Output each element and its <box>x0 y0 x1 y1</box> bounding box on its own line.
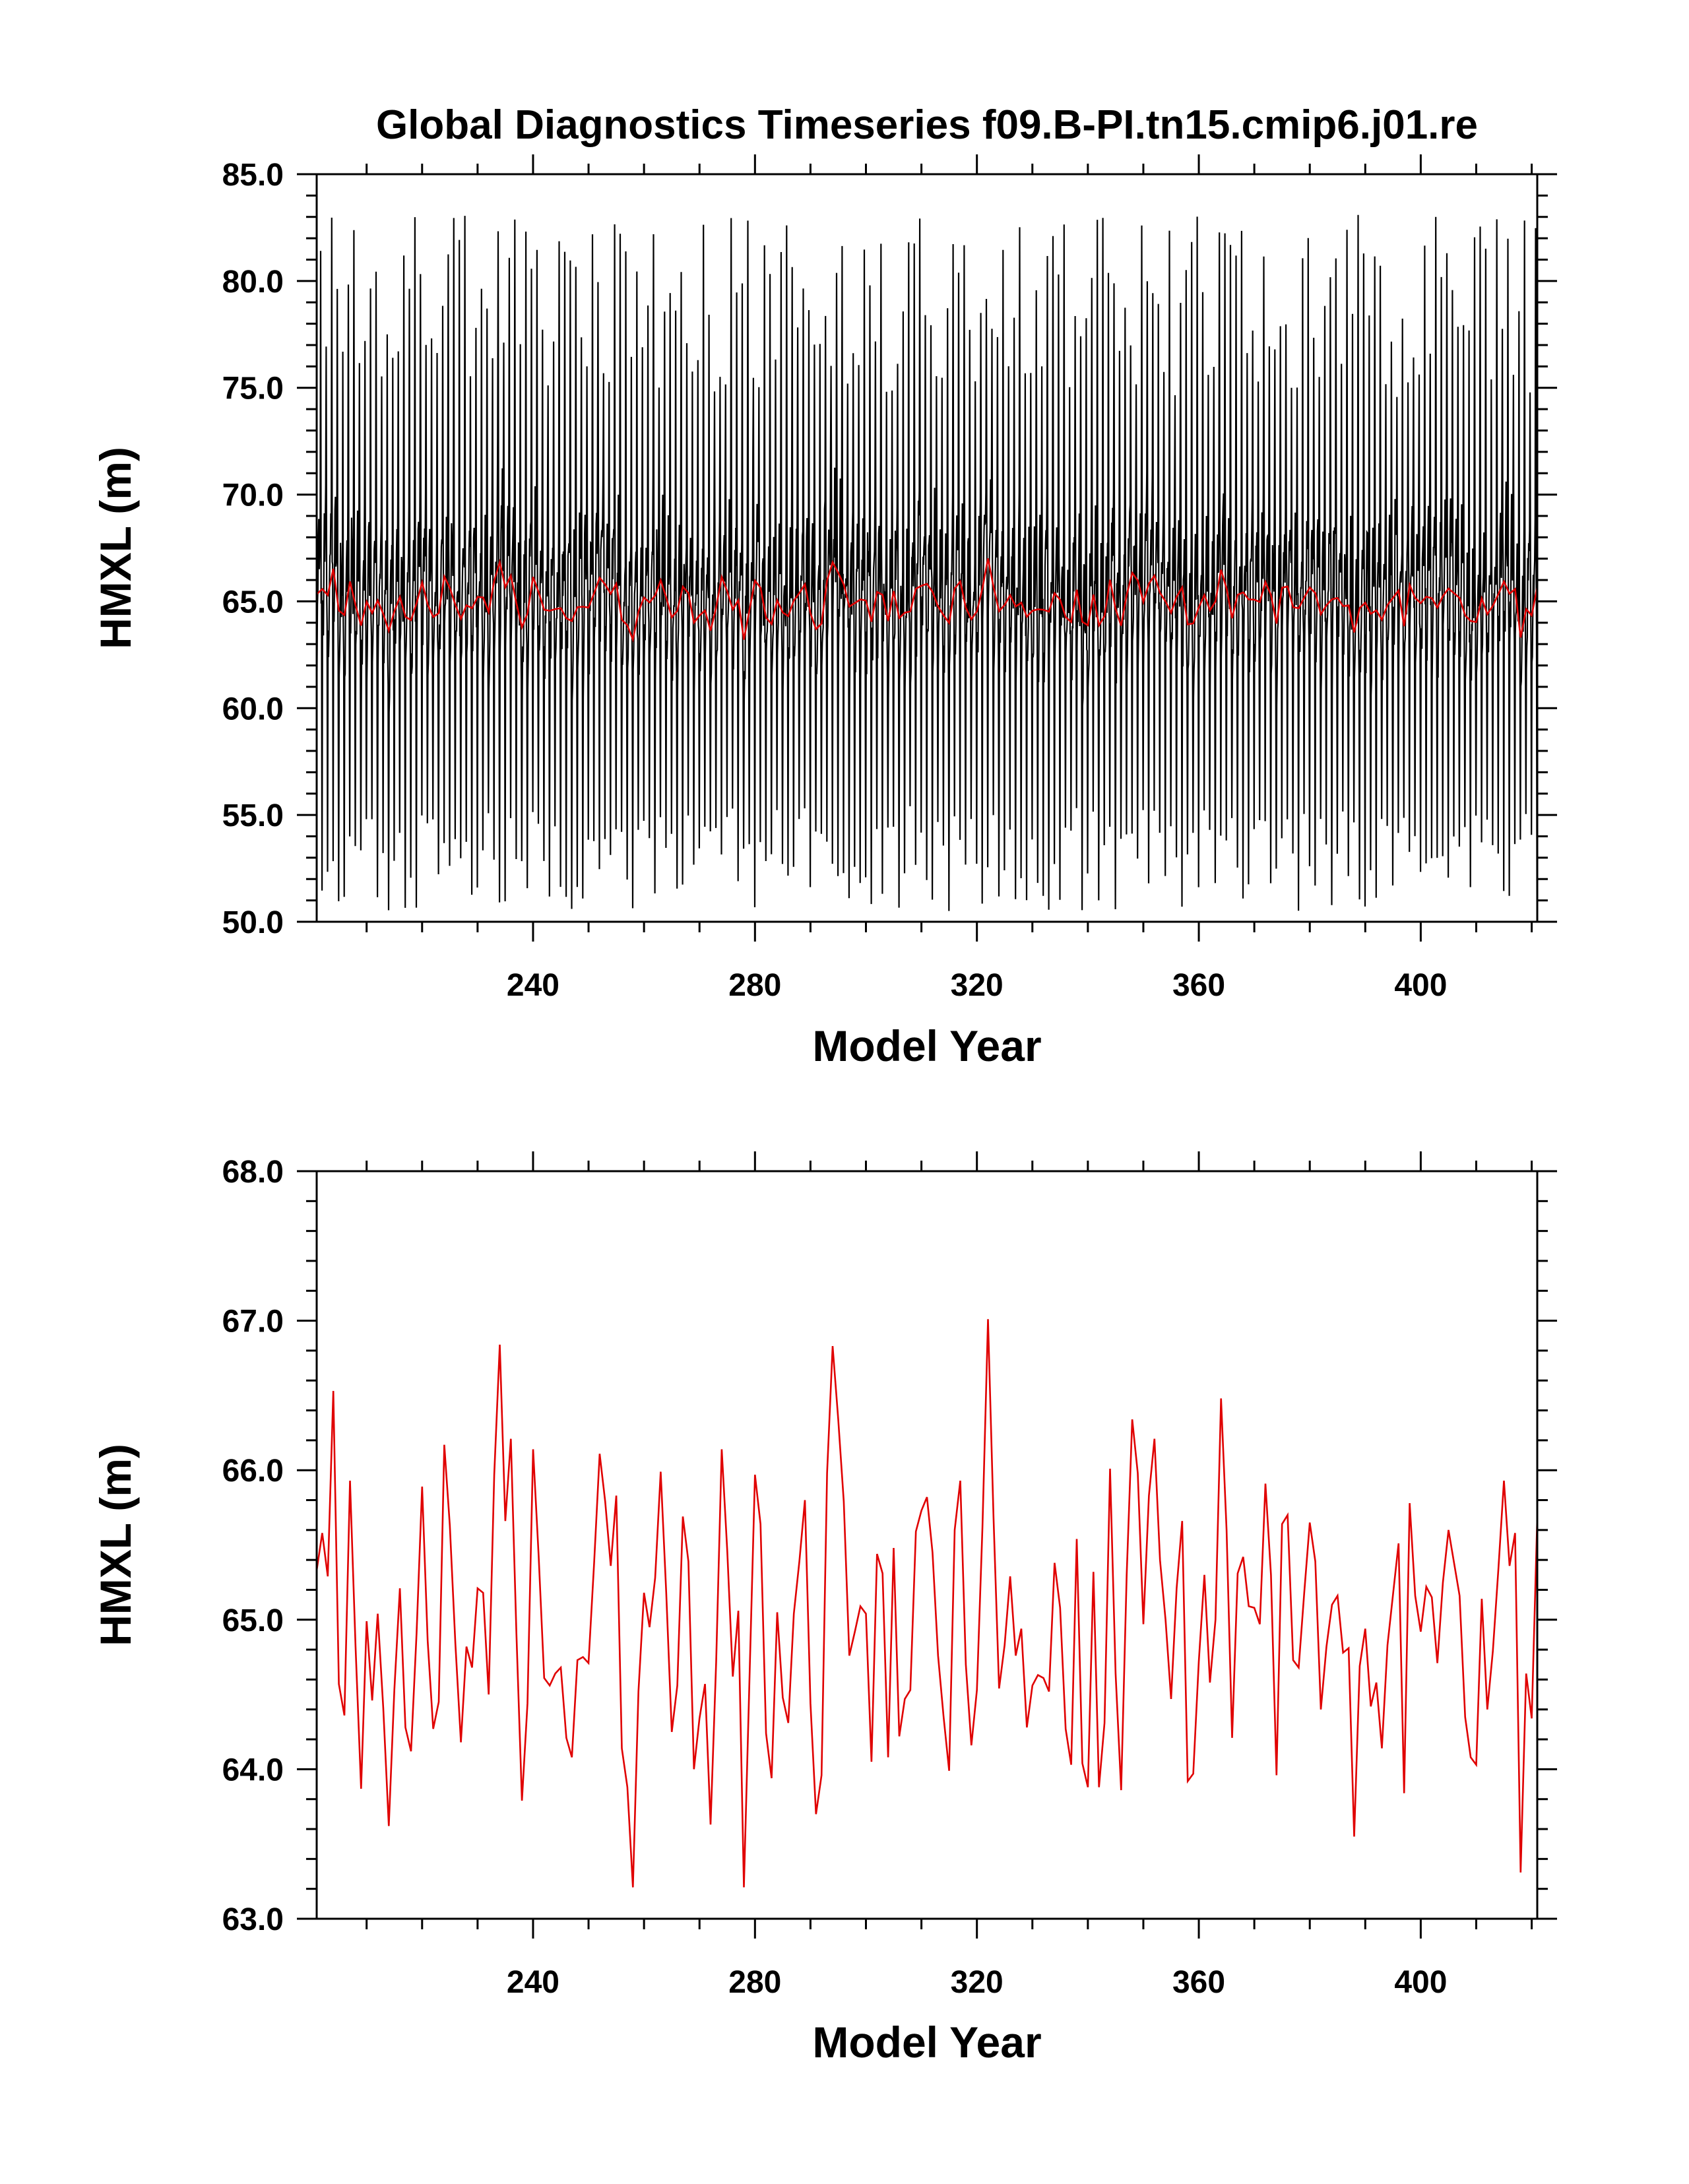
x-tick-label: 400 <box>1394 968 1447 1003</box>
y-tick-label: 67.0 <box>222 1304 284 1339</box>
x-tick-label: 240 <box>507 1965 559 2000</box>
y-tick-label: 68.0 <box>222 1155 284 1190</box>
x-tick-label: 280 <box>728 968 781 1003</box>
plot-area <box>317 214 1537 911</box>
annual-mean-series-line <box>317 558 1537 643</box>
bottom-chart-panel: 240 280 320 360 400 63.0 64.0 65.0 66.0 67.0 68.0 M… <box>91 1151 1557 2067</box>
x-tick-label: 320 <box>951 968 1004 1003</box>
x-axis-title: Model Year <box>812 2018 1041 2067</box>
monthly-series-line <box>317 214 1537 911</box>
y-tick-label: 50.0 <box>222 905 284 940</box>
y-tick-label: 55.0 <box>222 798 284 833</box>
annual-mean-series-line <box>317 1319 1537 1888</box>
y-axis-title: HMXL (m) <box>91 1444 140 1646</box>
y-tick-label: 64.0 <box>222 1752 284 1787</box>
x-tick-label: 360 <box>1172 968 1225 1003</box>
y-tick-label: 60.0 <box>222 691 284 726</box>
y-axis-title: HMXL (m) <box>91 447 140 649</box>
x-axis-title: Model Year <box>812 1021 1041 1070</box>
plot-frame <box>315 1170 1539 1920</box>
y-tick-label: 65.0 <box>222 585 284 620</box>
x-tick-label: 240 <box>507 968 559 1003</box>
y-tick-label: 80.0 <box>222 265 284 300</box>
plot-area <box>317 1319 1537 1888</box>
plot-frame <box>315 173 1539 923</box>
y-tick-label: 75.0 <box>222 371 284 406</box>
chart-title: Global Diagnostics Timeseries f09.B-PI.t… <box>376 102 1478 148</box>
top-chart-panel: Global Diagnostics Timeseries f09.B-PI.t… <box>91 102 1557 1070</box>
x-tick-label: 280 <box>728 1965 781 2000</box>
x-tick-label: 400 <box>1394 1965 1447 2000</box>
x-tick-label: 320 <box>951 1965 1004 2000</box>
y-tick-label: 66.0 <box>222 1454 284 1489</box>
y-tick-label: 63.0 <box>222 1902 284 1937</box>
y-tick-label: 65.0 <box>222 1603 284 1638</box>
y-tick-label: 70.0 <box>222 478 284 513</box>
y-tick-label: 85.0 <box>222 158 284 193</box>
x-tick-label: 360 <box>1172 1965 1225 2000</box>
